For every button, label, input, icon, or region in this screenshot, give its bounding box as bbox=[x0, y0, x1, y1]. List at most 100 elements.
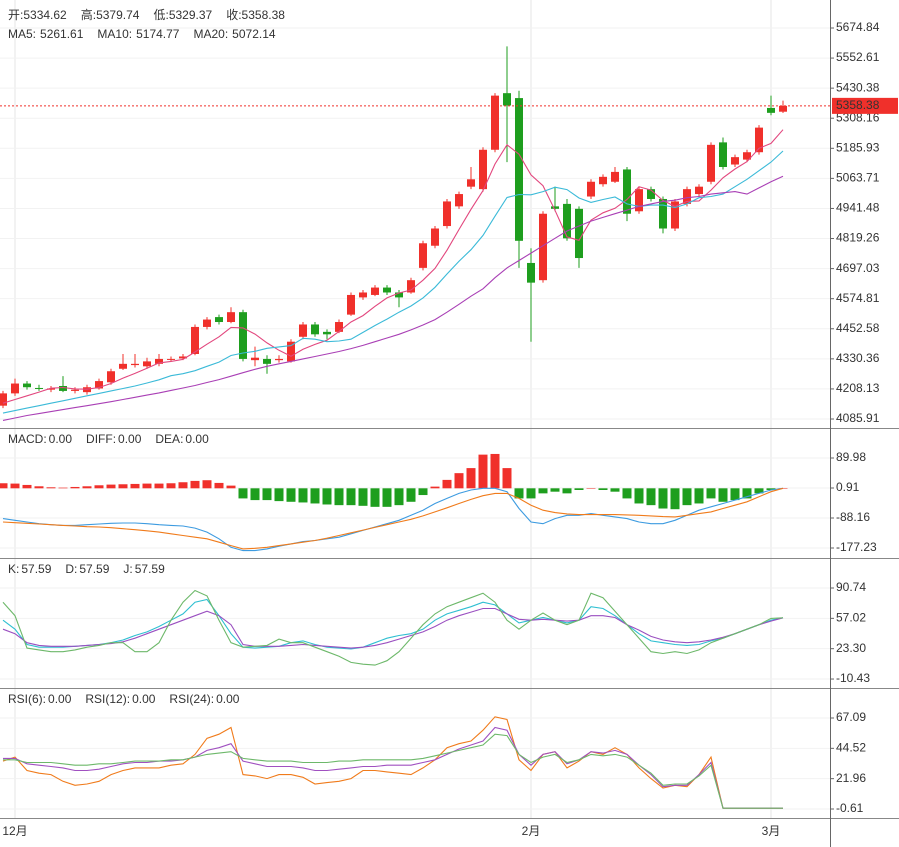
candle-body bbox=[479, 149, 487, 190]
candle-body bbox=[719, 142, 727, 167]
macd-bar bbox=[238, 488, 248, 499]
y-tick-label: 0.91 bbox=[836, 480, 860, 494]
macd-bar bbox=[286, 488, 296, 502]
y-tick-label: -88.16 bbox=[836, 510, 870, 524]
series-line bbox=[2, 598, 784, 650]
candle-body bbox=[731, 157, 739, 165]
macd-bar bbox=[370, 488, 380, 507]
macd-bar bbox=[418, 488, 428, 496]
readout-value: 5072.14 bbox=[232, 27, 276, 41]
readout-name: MACD: bbox=[8, 432, 47, 446]
candle-body bbox=[779, 105, 787, 112]
candle-body bbox=[635, 189, 643, 212]
macd-bar bbox=[334, 488, 344, 506]
series-line bbox=[2, 129, 784, 404]
y-tick-label: 5552.61 bbox=[836, 50, 880, 64]
macd-bar bbox=[130, 483, 140, 489]
y-tick-label: 4452.58 bbox=[836, 321, 880, 335]
readout-name: MA10: bbox=[97, 27, 132, 41]
candle-body bbox=[227, 312, 235, 323]
candle-body bbox=[707, 144, 715, 182]
label-layer: 12月 2月 3月 5674.84 5552.61 5430.38 5308.16 5185.… bbox=[2, 7, 898, 838]
series-line bbox=[2, 175, 784, 421]
candle-body bbox=[647, 189, 655, 199]
candle-body bbox=[563, 203, 571, 239]
macd-bar bbox=[214, 482, 224, 489]
candle-body bbox=[395, 292, 403, 298]
macd-bar bbox=[586, 488, 596, 489]
candle-body bbox=[131, 363, 139, 366]
candle-body bbox=[95, 381, 103, 389]
macd-bar bbox=[0, 483, 8, 489]
macd-bar bbox=[454, 473, 464, 489]
macd-bar bbox=[622, 488, 632, 499]
macd-bar bbox=[106, 484, 116, 489]
macd-bar bbox=[430, 486, 440, 489]
price-label-box bbox=[832, 97, 898, 114]
candle-body bbox=[359, 292, 367, 298]
macd-bar bbox=[478, 454, 488, 489]
readout-value: 5174.77 bbox=[136, 27, 180, 41]
candle-body bbox=[575, 208, 583, 259]
series-line bbox=[3, 733, 783, 809]
readout-value: 5261.61 bbox=[40, 27, 84, 41]
readout-name: 高: bbox=[81, 7, 96, 22]
macd-bar bbox=[322, 488, 332, 505]
candle-body bbox=[47, 388, 55, 390]
macd-bar bbox=[226, 485, 236, 489]
readout-value: 5334.62 bbox=[23, 8, 67, 22]
readout-name: DIFF: bbox=[86, 432, 116, 446]
macd-bar bbox=[562, 488, 572, 494]
candle-body bbox=[71, 389, 79, 391]
macd-bar bbox=[34, 486, 44, 489]
macd-bar bbox=[670, 488, 680, 510]
y-tick-label: 4085.91 bbox=[836, 411, 880, 425]
series-line bbox=[2, 487, 784, 552]
readout-value: 0.00 bbox=[49, 432, 73, 446]
y-tick-label: 4697.03 bbox=[836, 261, 880, 275]
y-tick-label: 4819.26 bbox=[836, 231, 880, 245]
macd-bar bbox=[538, 488, 548, 494]
macd-bar bbox=[250, 488, 260, 501]
y-tick-label: 90.74 bbox=[836, 580, 866, 594]
readout-name: 开: bbox=[8, 8, 23, 22]
candle-body bbox=[431, 228, 439, 246]
y-tick-label: 44.52 bbox=[836, 741, 866, 755]
candle-body bbox=[767, 107, 775, 113]
y-tick-label: 4574.81 bbox=[836, 291, 880, 305]
readout-value: 5379.74 bbox=[96, 8, 140, 22]
macd-bar bbox=[70, 486, 80, 489]
y-tick-label: 5063.71 bbox=[836, 171, 880, 185]
macd-bar bbox=[658, 488, 668, 509]
readout-value: 0.00 bbox=[216, 692, 240, 706]
candle-body bbox=[539, 213, 547, 281]
y-tick-label: 5430.38 bbox=[836, 80, 880, 94]
y-tick-label: 89.98 bbox=[836, 450, 866, 464]
series-line bbox=[2, 589, 784, 666]
candle-body bbox=[251, 357, 259, 361]
candle-body bbox=[179, 356, 187, 359]
candle-body bbox=[503, 93, 511, 106]
candle-body bbox=[695, 186, 703, 195]
candle-body bbox=[347, 294, 355, 315]
readout-value: 57.59 bbox=[135, 562, 165, 576]
macd-bar bbox=[598, 488, 608, 490]
macd-bar bbox=[718, 488, 728, 502]
macd-bar bbox=[382, 488, 392, 507]
candle-body bbox=[419, 243, 427, 268]
candle-body bbox=[35, 387, 43, 389]
mark-layer bbox=[0, 46, 830, 809]
candle-body bbox=[683, 189, 691, 204]
macd-bar bbox=[166, 483, 176, 489]
candle-body bbox=[371, 287, 379, 295]
candle-body bbox=[755, 127, 763, 153]
y-tick-label: 4330.36 bbox=[836, 351, 880, 365]
candle-body bbox=[659, 198, 667, 229]
x-tick-label: 2月 bbox=[522, 824, 541, 838]
macd-bar bbox=[22, 484, 32, 489]
candle-body bbox=[743, 152, 751, 160]
candle-body bbox=[263, 358, 271, 364]
readout-name: DEA: bbox=[155, 432, 183, 446]
